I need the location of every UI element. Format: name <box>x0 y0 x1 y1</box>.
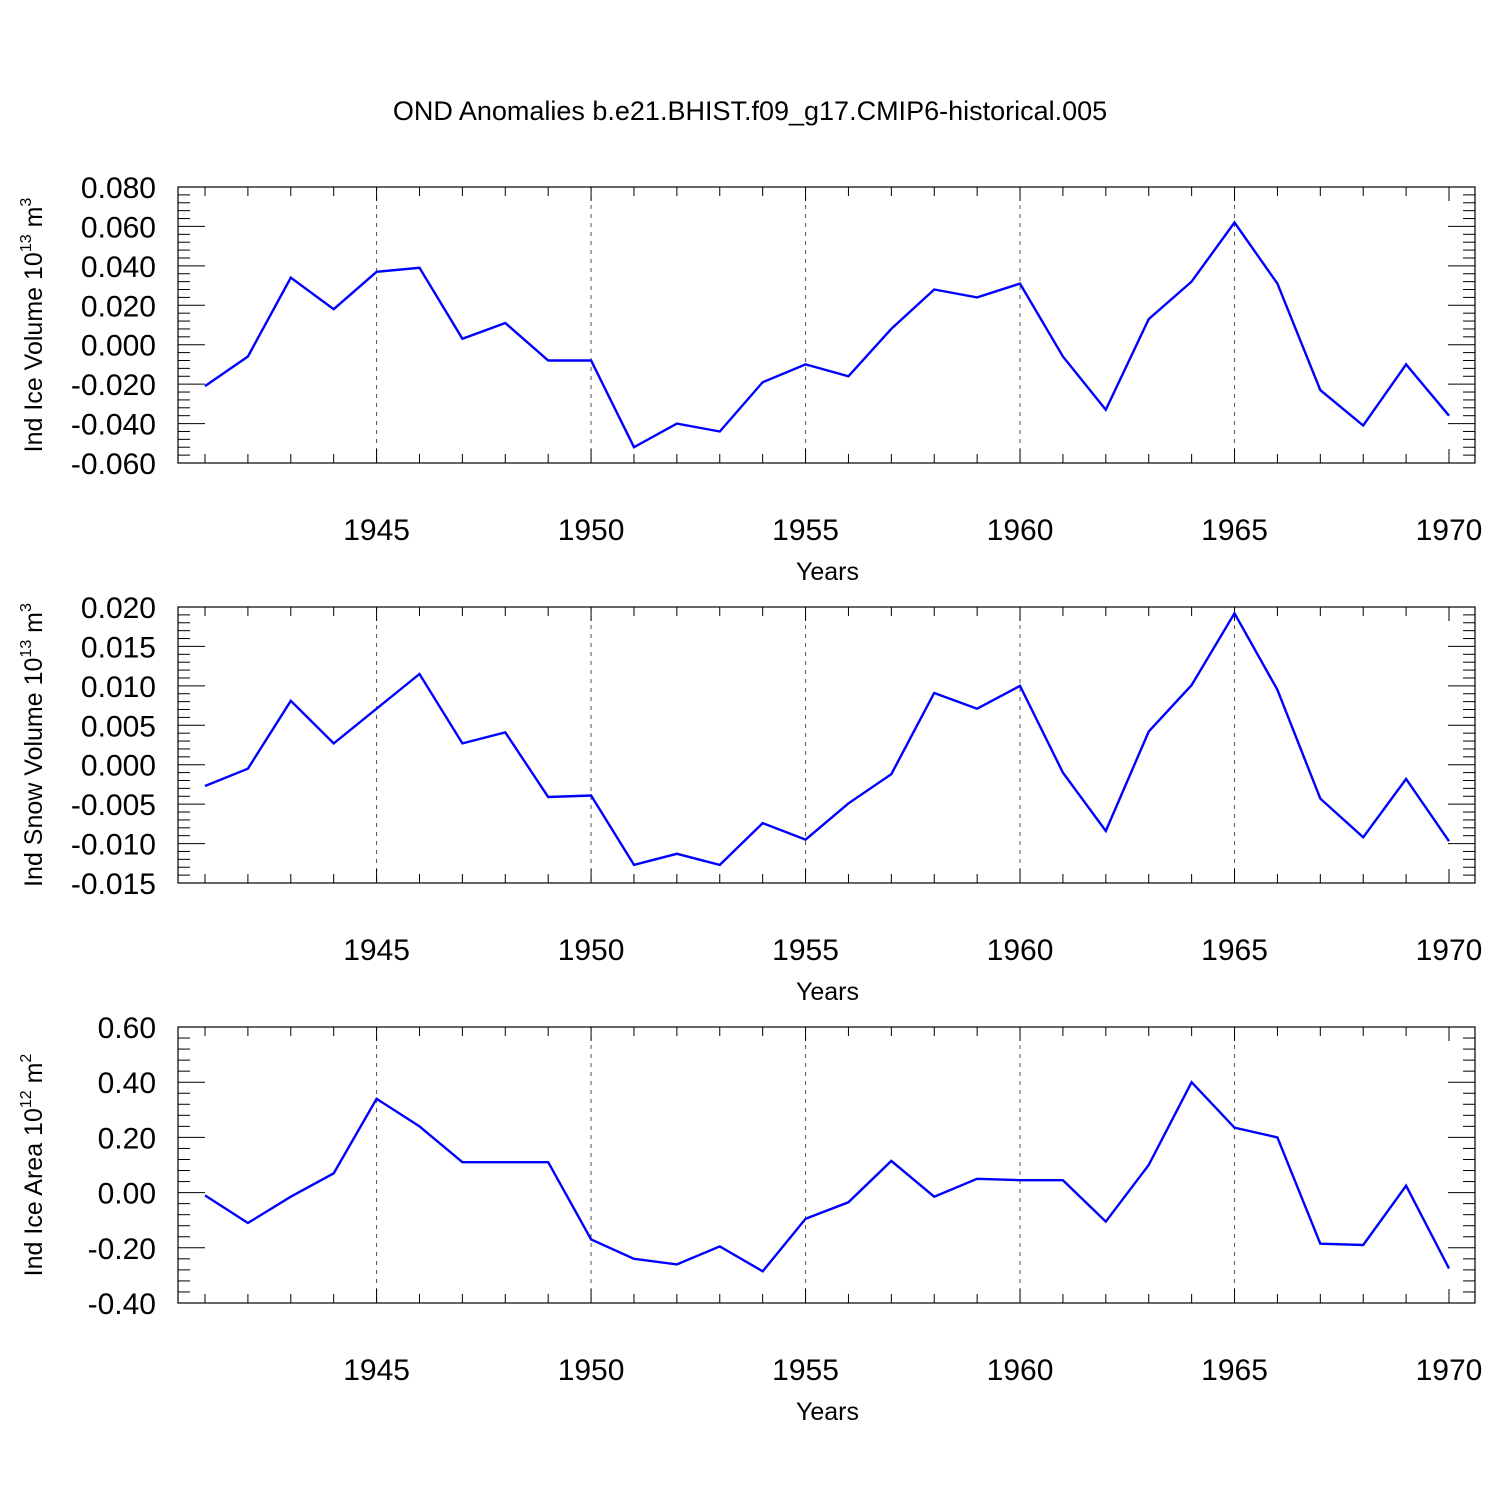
y-axis-label-text: Ind Ice Volume 10 <box>20 252 48 452</box>
x-tick-label: 1950 <box>558 934 625 967</box>
y-tick-label: 0.00 <box>98 1178 156 1211</box>
x-tick-label: 1955 <box>772 934 839 967</box>
x-tick-label: 1965 <box>1201 934 1268 967</box>
y-tick-label: 0.40 <box>98 1067 156 1100</box>
y-tick-label: -0.015 <box>71 868 156 901</box>
x-tick-label: 1960 <box>987 514 1054 547</box>
x-tick-label: 1970 <box>1416 514 1483 547</box>
y-tick-label: 0.015 <box>81 631 156 664</box>
chart-panel-2: -0.015 -0.010 -0.005 0.000 0.005 0.010 0.015 0.… <box>18 592 1482 1006</box>
x-tick-label: 1955 <box>772 514 839 547</box>
y-axis-label-unit: m <box>20 1063 48 1091</box>
x-tick-label: 1960 <box>987 934 1054 967</box>
x-tick-label: 1945 <box>343 514 410 547</box>
y-axis-label-unit: m <box>20 612 48 640</box>
y-axis-label-unit-exponent: 2 <box>18 1054 35 1063</box>
y-axis-label-exponent: 13 <box>18 640 35 658</box>
y-tick-label: 0.080 <box>81 172 156 205</box>
y-tick-label: 0.060 <box>81 211 156 244</box>
x-tick-label: 1945 <box>343 1354 410 1387</box>
y-axis-label-text: Ind Snow Volume 10 <box>20 658 48 887</box>
y-tick-label: 0.040 <box>81 251 156 284</box>
y-axis-label: Ind Ice Area 1012 m2 <box>18 1054 48 1277</box>
y-tick-label: 0.020 <box>81 592 156 625</box>
y-axis-label-exponent: 13 <box>18 234 35 252</box>
chart-panel-1: -0.060 -0.040 -0.020 0.000 0.020 0.040 0.060 0.… <box>18 172 1482 586</box>
y-tick-label: 0.000 <box>81 330 156 363</box>
x-tick-label: 1950 <box>558 514 625 547</box>
y-axis-label-unit: m <box>20 207 48 235</box>
y-axis-label-exponent: 12 <box>18 1090 35 1108</box>
y-tick-label: -0.005 <box>71 789 156 822</box>
x-tick-label: 1955 <box>772 1354 839 1387</box>
y-axis-label: Ind Ice Volume 1013 m3 <box>18 198 48 453</box>
y-axis-label: Ind Snow Volume 1013 m3 <box>18 603 48 887</box>
series-line-1 <box>204 1080 1451 1273</box>
y-tick-label: -0.40 <box>88 1288 156 1321</box>
plot-frame <box>177 186 1476 464</box>
y-axis-label-text: Ind Ice Area 10 <box>20 1108 48 1276</box>
y-tick-label: 0.60 <box>98 1012 156 1045</box>
chart-panel-3: -0.40 -0.20 0.00 0.20 0.40 0.60 1945 1950 1955 19… <box>18 1012 1482 1426</box>
y-tick-label: -0.060 <box>71 448 156 481</box>
y-tick-label: 0.005 <box>81 710 156 743</box>
x-tick-label: 1970 <box>1416 934 1483 967</box>
plot-frame <box>177 1026 1476 1304</box>
x-tick-label: 1960 <box>987 1354 1054 1387</box>
y-axis-label-unit-exponent: 3 <box>18 603 35 612</box>
series-line-1 <box>204 220 1450 449</box>
y-tick-label: 0.020 <box>81 290 156 323</box>
y-tick-label: -0.020 <box>71 369 156 402</box>
x-tick-label: 1965 <box>1201 1354 1268 1387</box>
y-tick-label: -0.010 <box>71 829 156 862</box>
x-tick-label: 1965 <box>1201 514 1268 547</box>
x-tick-label: 1970 <box>1416 1354 1483 1387</box>
y-tick-label: -0.040 <box>71 409 156 442</box>
x-tick-label: 1945 <box>343 934 410 967</box>
x-axis-label: Years <box>796 1398 859 1426</box>
y-tick-label: -0.20 <box>88 1233 156 1266</box>
x-tick-label: 1950 <box>558 1354 625 1387</box>
x-axis-label: Years <box>796 558 859 586</box>
plot-frame <box>177 606 1476 884</box>
y-tick-label: 0.20 <box>98 1122 156 1155</box>
y-tick-label: 0.010 <box>81 671 156 704</box>
series-line-1 <box>204 610 1450 867</box>
y-axis-label-unit-exponent: 3 <box>18 198 35 207</box>
y-tick-label: 0.000 <box>81 750 156 783</box>
x-axis-label: Years <box>796 978 859 1006</box>
figure-title: OND Anomalies b.e21.BHIST.f09_g17.CMIP6-… <box>392 96 1108 126</box>
